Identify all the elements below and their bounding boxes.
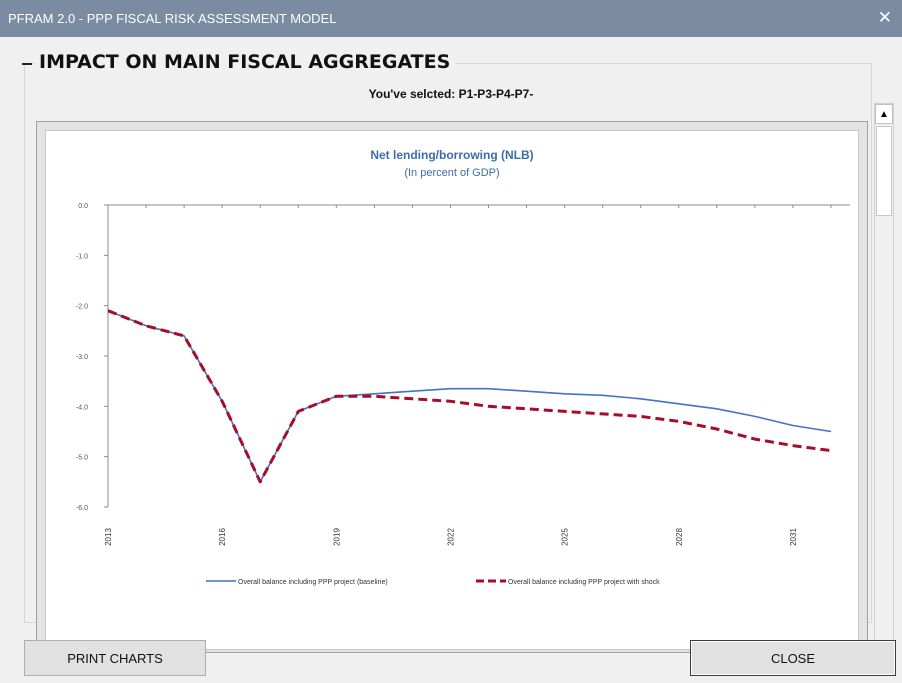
print-charts-button[interactable]: PRINT CHARTS <box>24 640 206 676</box>
y-tick-label: -2.0 <box>76 304 88 311</box>
x-tick-label: 2031 <box>789 528 798 546</box>
vertical-scrollbar[interactable]: ▲ ▼ <box>874 103 894 661</box>
y-tick-label: -4.0 <box>76 404 88 411</box>
baseline-series-line <box>107 309 832 483</box>
x-tick-label: 2016 <box>218 528 227 546</box>
scroll-thumb[interactable] <box>876 126 892 216</box>
close-button[interactable]: CLOSE <box>690 640 896 676</box>
legend-shock-label: Overall balance including PPP project wi… <box>508 579 660 586</box>
x-tick-label: 2025 <box>561 528 570 546</box>
x-tick-label: 2019 <box>332 528 341 546</box>
window-title: PFRAM 2.0 - PPP FISCAL RISK ASSESSMENT M… <box>8 11 337 26</box>
dialog-body: IMPACT ON MAIN FISCAL AGGREGATES You've … <box>0 37 902 683</box>
y-tick-label: -1.0 <box>76 253 88 260</box>
x-tick-label: 2028 <box>675 528 684 546</box>
x-tick-label: 2013 <box>104 528 113 546</box>
y-tick-label: -6.0 <box>76 505 88 512</box>
chart-panel: Net lending/borrowing (NLB) (In percent o… <box>36 121 868 653</box>
y-tick-label: -5.0 <box>76 455 88 462</box>
nlb-chart: Net lending/borrowing (NLB) (In percent o… <box>76 148 850 586</box>
y-tick-label: -3.0 <box>76 354 88 361</box>
section-title: IMPACT ON MAIN FISCAL AGGREGATES <box>21 51 456 73</box>
window-close-icon[interactable]: ✕ <box>877 8 892 27</box>
scroll-up-button[interactable]: ▲ <box>875 104 893 124</box>
selected-projects-text: You've selcted: P1-P3-P4-P7- <box>368 87 534 101</box>
y-tick-label: 0.0 <box>78 203 88 210</box>
shock-series-line <box>107 309 832 484</box>
title-bar: PFRAM 2.0 - PPP FISCAL RISK ASSESSMENT M… <box>0 0 902 37</box>
legend-baseline-label: Overall balance including PPP project (b… <box>238 579 388 586</box>
x-tick-label: 2022 <box>446 528 455 546</box>
chart-title: Net lending/borrowing (NLB) <box>370 148 533 162</box>
chart-subtitle: (In percent of GDP) <box>404 167 499 179</box>
chart-area: Net lending/borrowing (NLB) (In percent o… <box>45 130 859 650</box>
